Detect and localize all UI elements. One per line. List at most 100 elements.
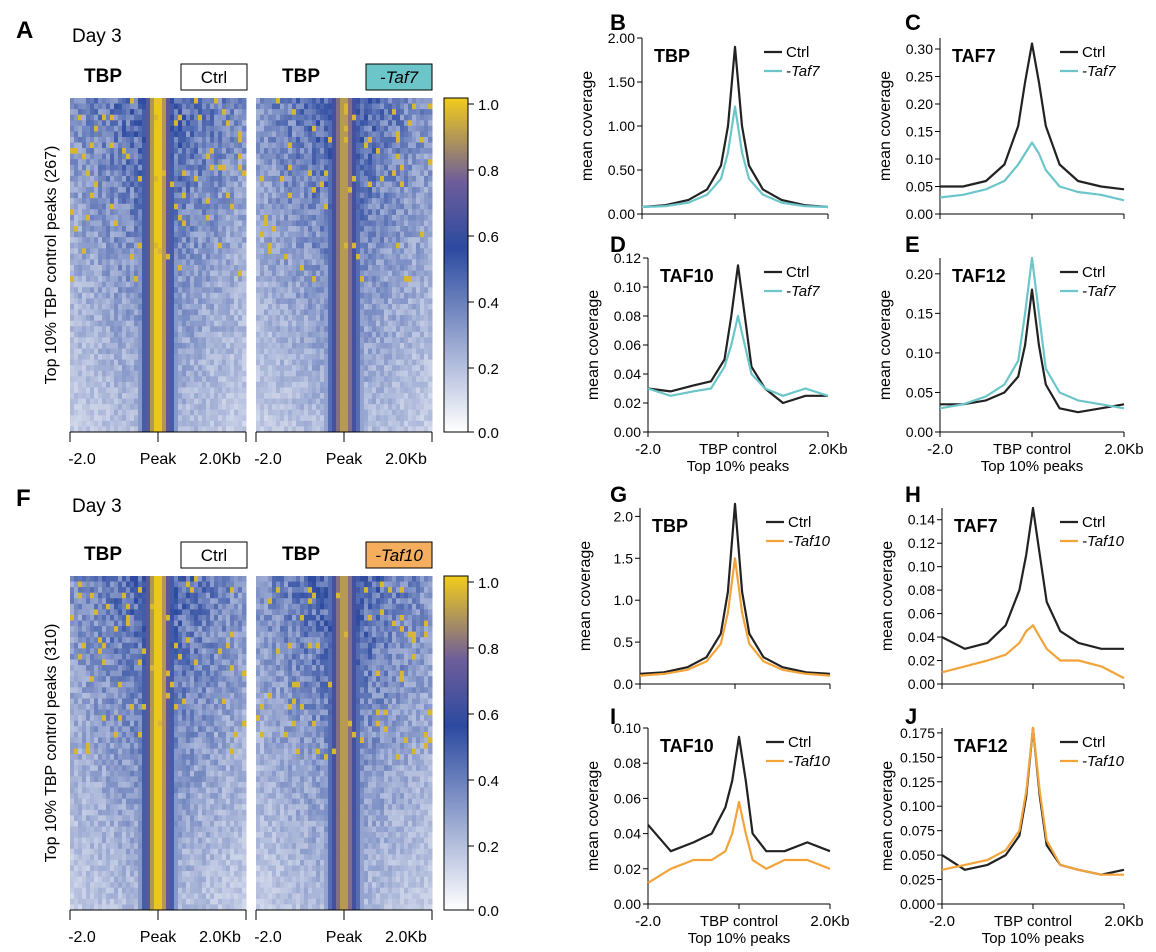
heatmap-cell [210, 420, 215, 427]
heatmap-cell [360, 381, 365, 388]
heatmap-cell [162, 276, 167, 283]
heatmap-cell [170, 192, 175, 199]
heatmap-cell [412, 136, 417, 144]
heatmap-cell [114, 187, 119, 194]
heatmap-cell [86, 120, 91, 127]
heatmap-cell [94, 270, 99, 277]
heatmap-cell [348, 187, 353, 194]
heatmap-cell [324, 153, 329, 160]
heatmap-cell [126, 270, 131, 277]
heatmap-cell [296, 303, 301, 311]
heatmap-cell [130, 220, 135, 227]
heatmap-cell [126, 259, 131, 266]
heatmap-cell [122, 370, 127, 377]
heatmap-cell [412, 259, 417, 266]
heatmap-cell [186, 287, 191, 294]
heatmap-cell [332, 320, 337, 327]
heatmap-cell [312, 259, 317, 266]
heatmap-cell [210, 387, 215, 394]
heatmap-cell [288, 214, 293, 221]
heatmap-cell [312, 265, 317, 272]
heatmap-cell [304, 175, 309, 182]
heatmap-cell [268, 287, 273, 294]
heatmap-cell [130, 326, 135, 333]
heatmap-cell [372, 231, 377, 238]
heatmap-cell [400, 175, 405, 182]
heatmap-cell [280, 320, 285, 327]
heatmap-cell [74, 337, 79, 344]
heatmap-cell [122, 214, 127, 221]
heatmap-cell [260, 103, 265, 110]
heatmap-cell [226, 415, 231, 422]
heatmap-cell [206, 170, 211, 177]
heatmap-cell [90, 404, 95, 411]
heatmap-cell [420, 125, 425, 132]
heatmap-cell [198, 376, 203, 383]
heatmap-cell [320, 281, 325, 288]
heatmap-cell [280, 365, 285, 372]
heatmap-cell [174, 303, 179, 311]
heatmap-cell [110, 203, 115, 210]
heatmap-cell [260, 370, 265, 377]
heatmap-cell [178, 387, 183, 394]
heatmap-cell [166, 365, 171, 372]
heatmap-cell [106, 393, 111, 400]
heatmap-cell [178, 148, 183, 155]
heatmap-cell [138, 103, 143, 110]
heatmap-cell [388, 292, 393, 299]
heatmap-cell [158, 198, 163, 205]
heatmap-cell [404, 98, 409, 105]
heatmap-cell [166, 398, 171, 405]
heatmap-cell [256, 98, 261, 105]
heatmap-cell [332, 114, 337, 121]
heatmap-cell [78, 276, 83, 283]
heatmap-cell [260, 281, 265, 288]
heatmap-cell [344, 220, 349, 227]
heatmap-cell [218, 220, 223, 227]
heatmap-cell [356, 198, 361, 205]
heatmap-cell [392, 348, 397, 355]
heatmap-cell [166, 187, 171, 194]
heatmap-cell [344, 187, 349, 194]
heatmap-cell [356, 376, 361, 383]
heatmap-cell [218, 415, 223, 422]
heatmap-cell [218, 320, 223, 327]
heatmap-cell [126, 181, 131, 188]
heatmap-cell [242, 120, 247, 127]
heatmap-cell [98, 120, 103, 127]
heatmap-cell [428, 109, 433, 116]
heatmap-cell [372, 198, 377, 205]
heatmap-cell [424, 248, 429, 255]
heatmap-cell [74, 114, 79, 121]
heatmap-cell [222, 259, 227, 266]
heatmap-cell [186, 376, 191, 383]
heatmap-cell [202, 270, 207, 277]
heatmap-cell [234, 209, 239, 216]
heatmap-cell [404, 259, 409, 266]
heatmap-cell [98, 226, 103, 233]
heatmap-cell [356, 136, 361, 144]
heatmap-cell [186, 242, 191, 249]
heatmap-cell [134, 359, 139, 366]
heatmap-cell [126, 125, 131, 132]
heatmap-cell [78, 153, 83, 160]
heatmap-cell [70, 231, 75, 238]
heatmap-cell [190, 420, 195, 427]
heatmap-cell [138, 270, 143, 277]
heatmap-cell [356, 220, 361, 227]
heatmap-cell [182, 376, 187, 383]
heatmap-cell [198, 237, 203, 244]
heatmap-cell [276, 192, 281, 199]
heatmap-cell [392, 381, 397, 388]
heatmap-cell [372, 259, 377, 266]
heatmap-cell [316, 125, 321, 132]
heatmap-cell [94, 148, 99, 155]
heatmap-cell [146, 231, 151, 238]
heatmap-cell [78, 315, 83, 322]
heatmap-cell [230, 420, 235, 427]
heatmap-cell [388, 298, 393, 305]
heatmap-cell [230, 292, 235, 299]
heatmap-cell [210, 409, 215, 416]
heatmap-cell [356, 114, 361, 121]
heatmap-cell [256, 209, 261, 216]
